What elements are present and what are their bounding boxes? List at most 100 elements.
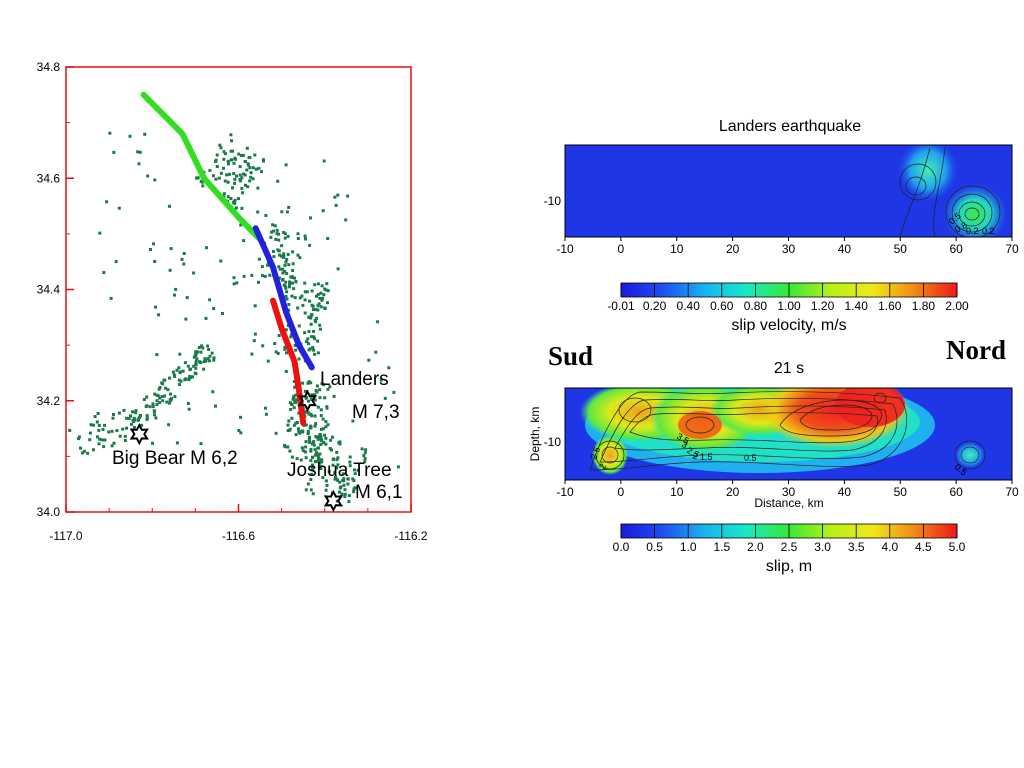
seismicity-dot: [314, 435, 318, 439]
velocity-colorbar-tick: 0.20: [643, 299, 667, 313]
seismicity-dot: [244, 183, 247, 187]
seismicity-dot: [230, 139, 233, 143]
landers-label: Landers: [320, 369, 389, 390]
seismicity-dot: [314, 422, 318, 426]
seismicity-dot: [313, 460, 317, 464]
seismicity-dot: [235, 281, 239, 285]
seismicity-dot: [303, 234, 307, 238]
velocity-colorbar-tick: 0.80: [744, 299, 768, 313]
seismicity-dot: [288, 283, 291, 287]
seismicity-dot: [342, 477, 346, 481]
seismicity-dot: [296, 232, 300, 236]
seismicity-dot: [182, 262, 186, 266]
seismicity-dot: [118, 434, 122, 438]
seismicity-dot: [211, 390, 215, 394]
seismicity-dot: [310, 393, 314, 397]
seismicity-dot: [168, 268, 172, 272]
velocity-x-tick-label: 40: [838, 242, 852, 256]
seismicity-dot: [276, 351, 280, 355]
seismicity-dot: [103, 438, 107, 442]
seismicity-dot: [217, 176, 221, 180]
seismicity-dot: [310, 472, 314, 476]
seismicity-dot: [290, 275, 294, 279]
seismicity-dot: [280, 254, 283, 258]
seismicity-dot: [269, 235, 273, 239]
seismicity-dot: [315, 384, 319, 388]
seismicity-dot: [303, 331, 307, 335]
seismicity-dot: [383, 396, 387, 400]
velocity-colorbar-tick: 1.80: [912, 299, 936, 313]
seismicity-dot: [157, 387, 161, 391]
seismicity-dot: [299, 458, 303, 462]
seismicity-dot: [238, 165, 242, 169]
seismicity-dot: [169, 392, 172, 396]
seismicity-dot: [284, 163, 288, 167]
velocity-y-tick: -10: [544, 194, 562, 208]
seismicity-dot: [285, 297, 289, 301]
seismicity-dot: [346, 477, 350, 481]
seismicity-dot: [318, 296, 322, 300]
seismicity-dot: [208, 359, 211, 363]
seismicity-dot: [140, 423, 144, 427]
slip-patch-local: [678, 411, 722, 439]
seismicity-dot: [153, 178, 157, 182]
seismicity-dot: [274, 431, 278, 435]
seismicity-dot: [207, 348, 211, 351]
seismicity-dot: [167, 423, 171, 427]
seismicity-dot: [155, 353, 159, 357]
slip-contour-label: 0.5: [744, 453, 757, 463]
seismicity-dot: [246, 185, 250, 189]
seismicity-dot: [95, 420, 99, 424]
seismicity-dot: [194, 366, 198, 370]
seismicity-dot: [121, 427, 125, 431]
seismicity-dot: [307, 438, 311, 442]
seismicity-dot: [376, 320, 380, 324]
seismicity-dot: [354, 486, 357, 490]
seismicity-dot: [316, 308, 320, 312]
seismicity-dot: [325, 282, 329, 286]
seismicity-dot: [278, 267, 282, 271]
seismicity-dot: [157, 313, 161, 317]
seismicity-dot: [249, 175, 253, 179]
seismicity-dot: [304, 450, 307, 454]
seismicity-dot: [264, 412, 268, 416]
slip-colorbar-ticks: 0.0 0.5 1.0 1.5 2.0 2.5 3.0 3.5 4.0 4.5 5.0: [613, 524, 966, 554]
seismicity-dot: [312, 348, 316, 352]
seismicity-dot: [161, 399, 165, 403]
seismicity-dot: [360, 447, 364, 451]
seismicity-dot: [253, 153, 257, 157]
velocity-colorbar-tick: 0.40: [677, 299, 701, 313]
seismicity-dot: [356, 468, 360, 472]
seismicity-dot: [103, 423, 106, 427]
seismicity-dot: [333, 471, 337, 475]
seismicity-dot: [326, 387, 330, 391]
slip-y-tick: -10: [544, 435, 562, 449]
seismicity-dot: [311, 346, 315, 349]
seismicity-dot: [289, 275, 293, 279]
seismicity-dot: [205, 246, 208, 250]
seismicity-dot: [182, 252, 186, 255]
seismicity-dot: [286, 252, 290, 256]
seismicity-dot: [210, 351, 214, 355]
seismicity-dot: [282, 231, 286, 234]
seismicity-dot: [260, 170, 263, 174]
seismicity-dot: [316, 455, 320, 459]
seismicity-dot: [129, 414, 132, 418]
seismicity-dot: [306, 410, 310, 414]
seismicity-dot: [321, 427, 325, 431]
seismicity-dot: [97, 442, 101, 446]
seismicity-dot: [283, 263, 287, 267]
seismicity-dot: [204, 316, 208, 320]
seismicity-dot: [314, 453, 317, 457]
seismicity-dot: [249, 171, 253, 175]
seismicity-dot: [175, 441, 179, 445]
seismicity-dot: [177, 378, 181, 382]
seismicity-dot: [253, 304, 257, 308]
seismicity-dot: [172, 373, 176, 377]
seismicity-dot: [306, 482, 310, 486]
map-y-tick-label: 34.0: [37, 505, 61, 519]
seismicity-dot: [277, 265, 281, 269]
seismicity-dot: [165, 400, 169, 404]
seismicity-dot: [308, 299, 312, 303]
seismicity-dot: [295, 457, 299, 461]
